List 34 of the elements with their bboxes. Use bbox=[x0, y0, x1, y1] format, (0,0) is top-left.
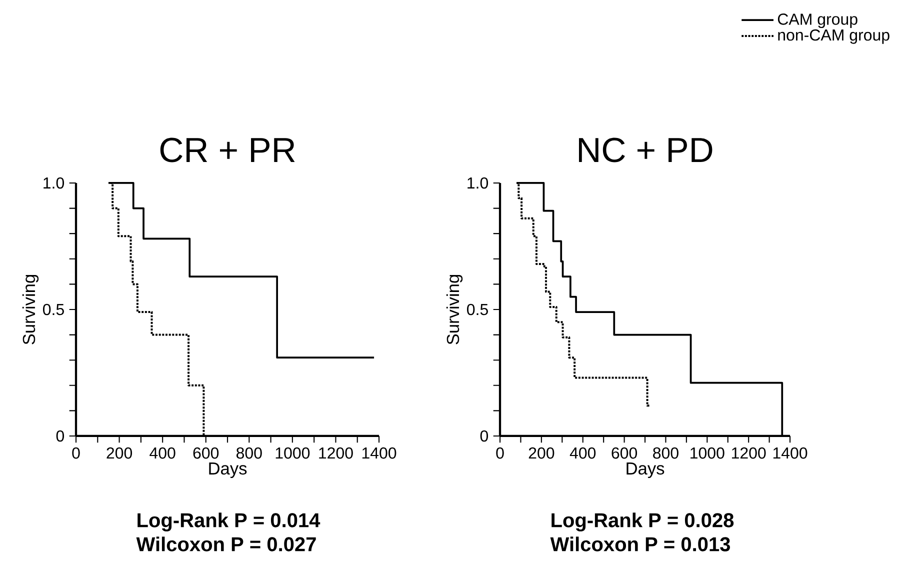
x-tick-label: 800 bbox=[236, 447, 262, 459]
legend-label: CAM group bbox=[778, 14, 858, 28]
chart-title: NC + PD bbox=[578, 138, 712, 162]
text: Wilcoxon P = 0.027 bbox=[136, 536, 316, 552]
x-tick-label: 1400 bbox=[773, 447, 808, 459]
y-axis-title: Surviving bbox=[446, 274, 463, 344]
x-tick-label: 1000 bbox=[690, 447, 724, 459]
x-tick-label: 600 bbox=[193, 447, 219, 459]
x-axis-title: Days bbox=[209, 462, 247, 478]
x-axis-title: Days bbox=[626, 462, 664, 478]
x-tick-label: 1200 bbox=[732, 447, 766, 459]
y-axis-title: Surviving bbox=[22, 274, 39, 344]
x-tick-label: 0 bbox=[496, 447, 504, 459]
y-tick-label: 0.5 bbox=[43, 304, 64, 316]
legend-label: non-CAM group bbox=[778, 29, 890, 44]
x-tick-label: 200 bbox=[528, 447, 554, 459]
y-tick-label: 0.5 bbox=[467, 304, 488, 316]
x-tick-label: 200 bbox=[106, 447, 132, 459]
x-tick-label: 600 bbox=[612, 447, 638, 459]
x-tick-label: 400 bbox=[570, 447, 596, 459]
x-tick-label: 800 bbox=[653, 447, 678, 459]
y-tick-label: 0 bbox=[56, 430, 64, 442]
y-tick-label: 0 bbox=[480, 430, 488, 442]
x-tick-label: 1200 bbox=[319, 447, 353, 459]
text: Wilcoxon P = 0.013 bbox=[550, 536, 730, 552]
x-tick-label: 1000 bbox=[276, 447, 310, 459]
y-tick-label: 1.0 bbox=[468, 177, 488, 189]
x-tick-label: 400 bbox=[150, 447, 176, 459]
chart-title: CR + PR bbox=[160, 138, 295, 162]
y-tick-label: 1.0 bbox=[44, 177, 64, 189]
text: Log-Rank P = 0.028 bbox=[552, 512, 734, 532]
x-tick-label: 1400 bbox=[362, 447, 396, 459]
x-tick-label: 0 bbox=[72, 447, 80, 459]
text: Log-Rank P = 0.014 bbox=[138, 512, 320, 532]
